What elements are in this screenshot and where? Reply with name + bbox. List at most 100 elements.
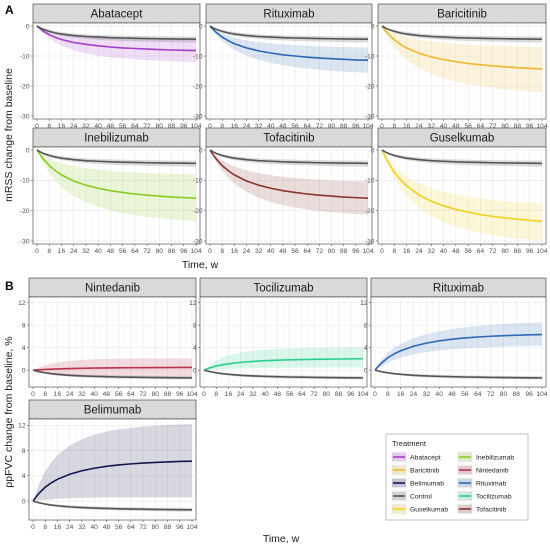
y-tick-labels: 0 -10 -20 -30 — [365, 147, 378, 245]
series-line-nintedanib — [32, 366, 193, 371]
legend-entry-tocilizumab: Tocilizumab — [457, 490, 512, 502]
facet-a-abatacept: Abatacept 0 8 16 24 32 40 48 56 64 72 80 88 96 104 0 -10… — [20, 3, 202, 130]
x-tick-label: 8 — [47, 248, 51, 255]
ci-band-abatacept — [37, 26, 196, 62]
x-tick-label: 8 — [392, 248, 396, 255]
x-tick-label: 80 — [501, 123, 509, 130]
y-tick-label: 0 — [371, 147, 375, 154]
y-tick-label: -10 — [20, 178, 30, 185]
legend-items: Abatacept Baricitinib Belimumab Control Guse… — [391, 451, 514, 515]
x-tick-label: 96 — [176, 524, 184, 531]
gridlines — [200, 297, 367, 387]
series-line-control — [36, 149, 197, 165]
y-tick-label: -30 — [20, 113, 30, 120]
x-tick-label: 56 — [464, 248, 472, 255]
x-tick-label: 56 — [291, 123, 299, 130]
x-tick-label: 24 — [70, 248, 78, 255]
x-tick-label: 88 — [340, 123, 348, 130]
x-tick-label: 0 — [208, 123, 212, 130]
y-tick-label: 8 — [22, 448, 26, 455]
x-tick-label: 24 — [410, 391, 418, 398]
series-line-tofacitinib — [209, 149, 369, 200]
x-tick-label: 16 — [231, 248, 239, 255]
legend-label: Nintedanib — [476, 468, 509, 475]
facet-title: Rituximab — [433, 283, 484, 295]
x-tick-label: 56 — [286, 391, 294, 398]
x-tick-label: 72 — [316, 248, 324, 255]
y-tick-label: 0 — [26, 147, 30, 154]
x-tick-label: 80 — [501, 248, 509, 255]
x-tick-label: 0 — [373, 391, 377, 398]
ci-band-rituximab — [375, 322, 542, 371]
x-tick-label: 64 — [477, 248, 485, 255]
x-tick-label: 40 — [440, 248, 448, 255]
x-tick-label: 40 — [436, 391, 444, 398]
y-tick-label: -30 — [193, 238, 203, 245]
y-tick-label: 0 — [364, 367, 368, 374]
x-tick-labels: 0 8 16 24 32 40 48 56 64 72 80 88 96 104 — [380, 119, 548, 130]
x-tick-label: 32 — [255, 248, 263, 255]
x-tick-label: 24 — [66, 524, 74, 531]
facet-title: Nintedanib — [85, 283, 140, 295]
x-tick-label: 72 — [316, 123, 324, 130]
x-tick-label: 24 — [66, 391, 74, 398]
y-tick-labels: 0 -10 -20 -30 — [365, 23, 378, 120]
x-tick-label: 16 — [397, 391, 405, 398]
x-tick-label: 80 — [328, 248, 336, 255]
x-tick-label: 40 — [94, 123, 102, 130]
series-line-abatacept — [36, 25, 197, 52]
y-tick-label: 0 — [199, 23, 203, 30]
y-tick-label: 4 — [364, 345, 368, 352]
y-tick-labels: 0 -10 -20 -30 — [20, 147, 33, 245]
x-tick-label: 16 — [58, 123, 66, 130]
series-line-guselkumab — [381, 149, 543, 223]
legend-label: Tofacitinib — [476, 507, 506, 514]
x-tick-label: 96 — [176, 391, 184, 398]
gridlines — [371, 297, 546, 387]
ci-band-inebilizumab — [37, 150, 196, 222]
x-tick-label: 96 — [526, 248, 534, 255]
x-tick-label: 88 — [335, 391, 343, 398]
x-tick-label: 56 — [115, 524, 123, 531]
legend-label: Belimumab — [410, 481, 444, 488]
legend-label: Abatacept — [410, 455, 441, 462]
legend-label: Guselkumab — [410, 507, 448, 514]
x-tick-label: 24 — [415, 248, 423, 255]
x-tick-label: 0 — [380, 248, 384, 255]
ci-band-belimumab — [33, 424, 192, 502]
series-line-rituximab — [374, 333, 543, 371]
facet-title: Belimumab — [84, 405, 142, 417]
x-tick-label: 96 — [352, 123, 360, 130]
panel-tag-a: A — [5, 3, 14, 17]
x-tick-label: 96 — [347, 391, 355, 398]
x-tick-label: 56 — [119, 123, 127, 130]
series-line-control — [203, 369, 364, 379]
y-tick-label: -20 — [365, 208, 375, 215]
y-tick-label: -20 — [193, 208, 203, 215]
x-tick-labels: 0 8 16 24 32 40 48 56 64 72 80 88 96 104 — [208, 119, 374, 130]
y-tick-labels: 0 4 8 12 — [18, 300, 29, 374]
y-tick-label: -20 — [365, 83, 375, 90]
x-tick-label: 64 — [304, 123, 312, 130]
legend-entry-guselkumab: Guselkumab — [391, 503, 448, 515]
y-tick-label: 8 — [193, 322, 197, 329]
legend-label: Tocilizumab — [476, 494, 512, 501]
x-tick-label: 56 — [119, 248, 127, 255]
y-tick-label: 0 — [193, 367, 197, 374]
series-line-tocilizumab — [203, 357, 364, 371]
panel-a-x-axis-title: Time, w — [182, 259, 219, 271]
y-tick-labels: 0 -10 -20 -30 — [193, 23, 206, 120]
y-tick-label: -10 — [193, 178, 203, 185]
x-tick-label: 88 — [513, 391, 521, 398]
facet-title: Tofacitinib — [263, 133, 314, 145]
x-tick-label: 0 — [35, 123, 39, 130]
x-tick-label: 32 — [255, 123, 263, 130]
